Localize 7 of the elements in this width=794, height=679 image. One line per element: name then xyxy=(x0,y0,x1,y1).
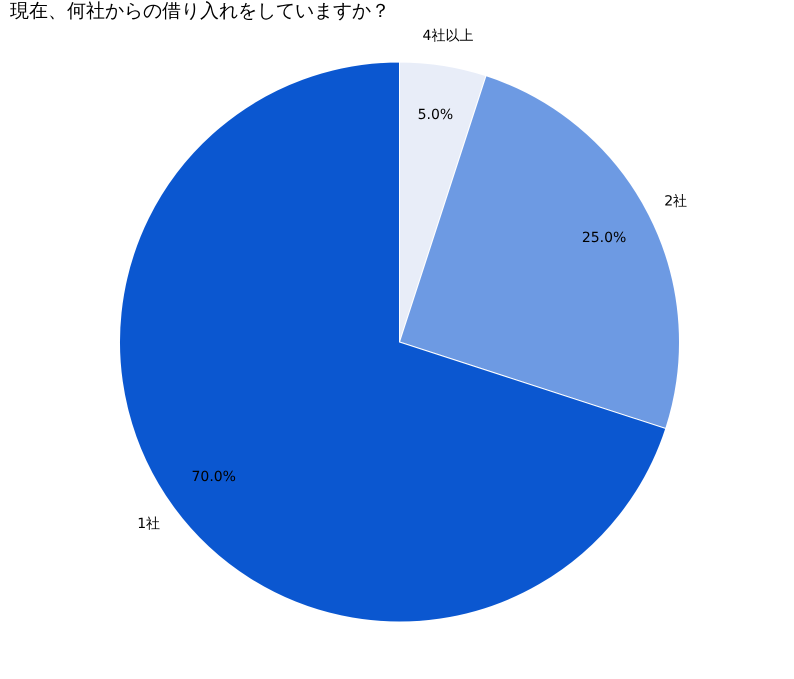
slice-label: 4社以上 xyxy=(422,28,474,44)
data-label: 70.0% xyxy=(192,468,236,485)
data-label: 25.0% xyxy=(582,230,626,246)
data-label: 5.0% xyxy=(418,107,454,124)
slice-label: 1社 xyxy=(137,516,160,532)
slice-label: 2社 xyxy=(664,193,688,210)
chart-title: 現在、何社からの借り入れをしていますか？ xyxy=(10,0,390,22)
